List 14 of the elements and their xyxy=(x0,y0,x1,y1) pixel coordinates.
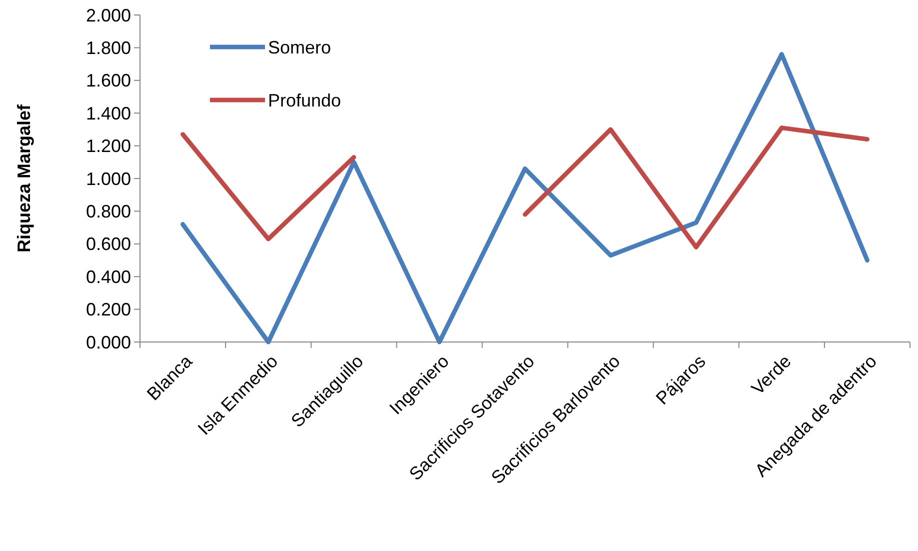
y-tick-label: 1.200 xyxy=(86,136,131,156)
y-tick-label: 0.600 xyxy=(86,234,131,254)
y-tick-label: 0.200 xyxy=(86,300,131,320)
y-tick-label: 1.600 xyxy=(86,70,131,91)
y-tick-label: 0.000 xyxy=(86,332,131,352)
y-tick-label: 0.400 xyxy=(86,266,131,287)
y-axis-title: Riqueza Margalef xyxy=(14,103,34,253)
y-tick-label: 1.400 xyxy=(86,103,131,124)
y-tick-label: 1.800 xyxy=(86,38,131,58)
y-tick-label: 2.000 xyxy=(86,5,131,26)
y-tick-label: 0.800 xyxy=(86,202,131,222)
legend-label: Somero xyxy=(268,37,332,58)
y-tick-label: 1.000 xyxy=(86,168,131,189)
legend-label: Profundo xyxy=(268,90,342,110)
